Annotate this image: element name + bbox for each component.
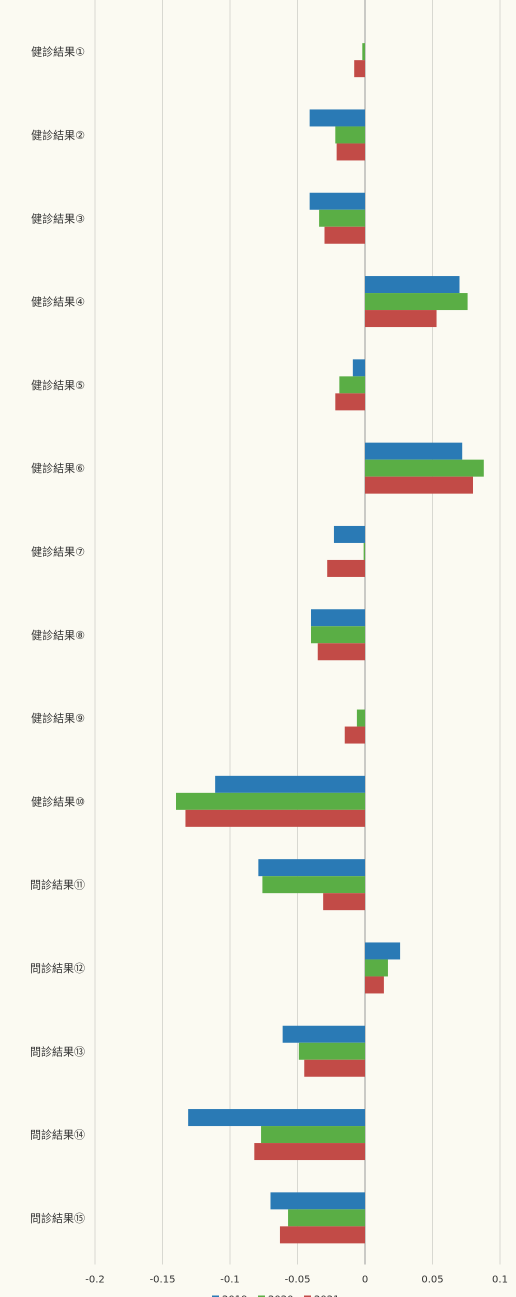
category-label: 問診結果⑫ [30,961,85,975]
bar-2020 [298,1042,365,1060]
bars [176,26,484,1244]
category-label: 健診結果⑨ [31,711,85,725]
bar-2021 [335,393,365,411]
bar-2019 [282,1025,365,1043]
bar-2019 [258,859,365,877]
x-tick-label: 0 [362,1275,368,1286]
bar-2021 [323,893,365,911]
legend-swatch [304,1295,311,1297]
bar-2020 [288,1209,365,1227]
bar-2021 [365,476,473,494]
category-label: 健診結果⑦ [31,544,85,558]
category-label: 問診結果⑬ [30,1044,85,1058]
x-tick-label: -0.05 [285,1275,311,1286]
legend: 2019 2020 2021 [212,1295,339,1297]
bar-2020 [335,126,365,144]
category-label: 問診結果⑮ [30,1211,85,1225]
legend-label: 2021 [314,1295,339,1297]
x-tick-label: -0.15 [150,1275,176,1286]
bar-2020 [339,376,365,394]
category-label: 問診結果⑪ [30,878,85,892]
x-tick-label: -0.1 [220,1275,240,1286]
bar-2020 [262,876,365,894]
bar-2020 [365,959,388,977]
bar-2021 [279,1226,365,1244]
bar-2020 [362,43,365,61]
bar-2020 [363,542,365,560]
legend-swatch [258,1295,265,1297]
bar-2021 [336,143,365,161]
category-labels: 健診結果① 健診結果② 健診結果③ 健診結果④ 健診結果⑤ 健診結果⑥ 健診結果⑦ 健診結果⑧… [30,45,85,1225]
category-label: 健診結果① [31,45,85,59]
bar-2021 [327,559,365,577]
bar-2020 [311,626,365,644]
bar-2021 [365,976,384,994]
bar-2020 [365,293,468,311]
category-label: 健診結果④ [31,295,85,309]
x-tick-label: 0.1 [492,1275,508,1286]
legend-label: 2019 [222,1295,247,1297]
category-label: 問診結果⑭ [30,1128,85,1142]
bar-2021 [354,60,365,78]
category-label: 健診結果③ [31,211,85,225]
category-label: 健診結果⑥ [31,461,85,475]
category-label: 健診結果⑩ [31,794,85,808]
bar-2020 [365,459,484,477]
bar-2021 [304,1059,365,1077]
bar-2020 [356,709,365,727]
bar-2019 [365,276,460,294]
bar-2021 [365,310,437,328]
category-label: 健診結果② [31,128,85,142]
bar-2019 [352,359,365,377]
bar-2021 [324,226,365,244]
x-tick-label: -0.2 [85,1275,105,1286]
bar-2019 [333,525,365,543]
bar-2021 [254,1143,365,1161]
category-label: 健診結果⑤ [31,378,85,392]
category-label: 健診結果⑧ [31,628,85,642]
x-tick-label: 0.05 [421,1275,443,1286]
bar-2019 [365,942,401,960]
bar-2020 [319,209,365,227]
bar-2019 [309,192,365,210]
bar-2020 [176,792,365,810]
bar-2021 [344,726,365,744]
bar-2021 [185,809,365,827]
gridlines [94,0,501,1265]
bar-2019 [215,775,365,793]
bar-2019 [309,109,365,127]
x-tick-labels: -0.2 -0.15 -0.1 -0.05 0 0.05 0.1 [85,1275,508,1286]
bar-2021 [317,643,365,661]
bar-2020 [261,1126,365,1144]
bar-2019 [188,1109,365,1127]
legend-swatch [212,1295,219,1297]
bar-2019 [311,609,365,627]
legend-label: 2020 [268,1295,293,1297]
bar-2019 [270,1192,365,1210]
bar-2019 [365,442,463,460]
